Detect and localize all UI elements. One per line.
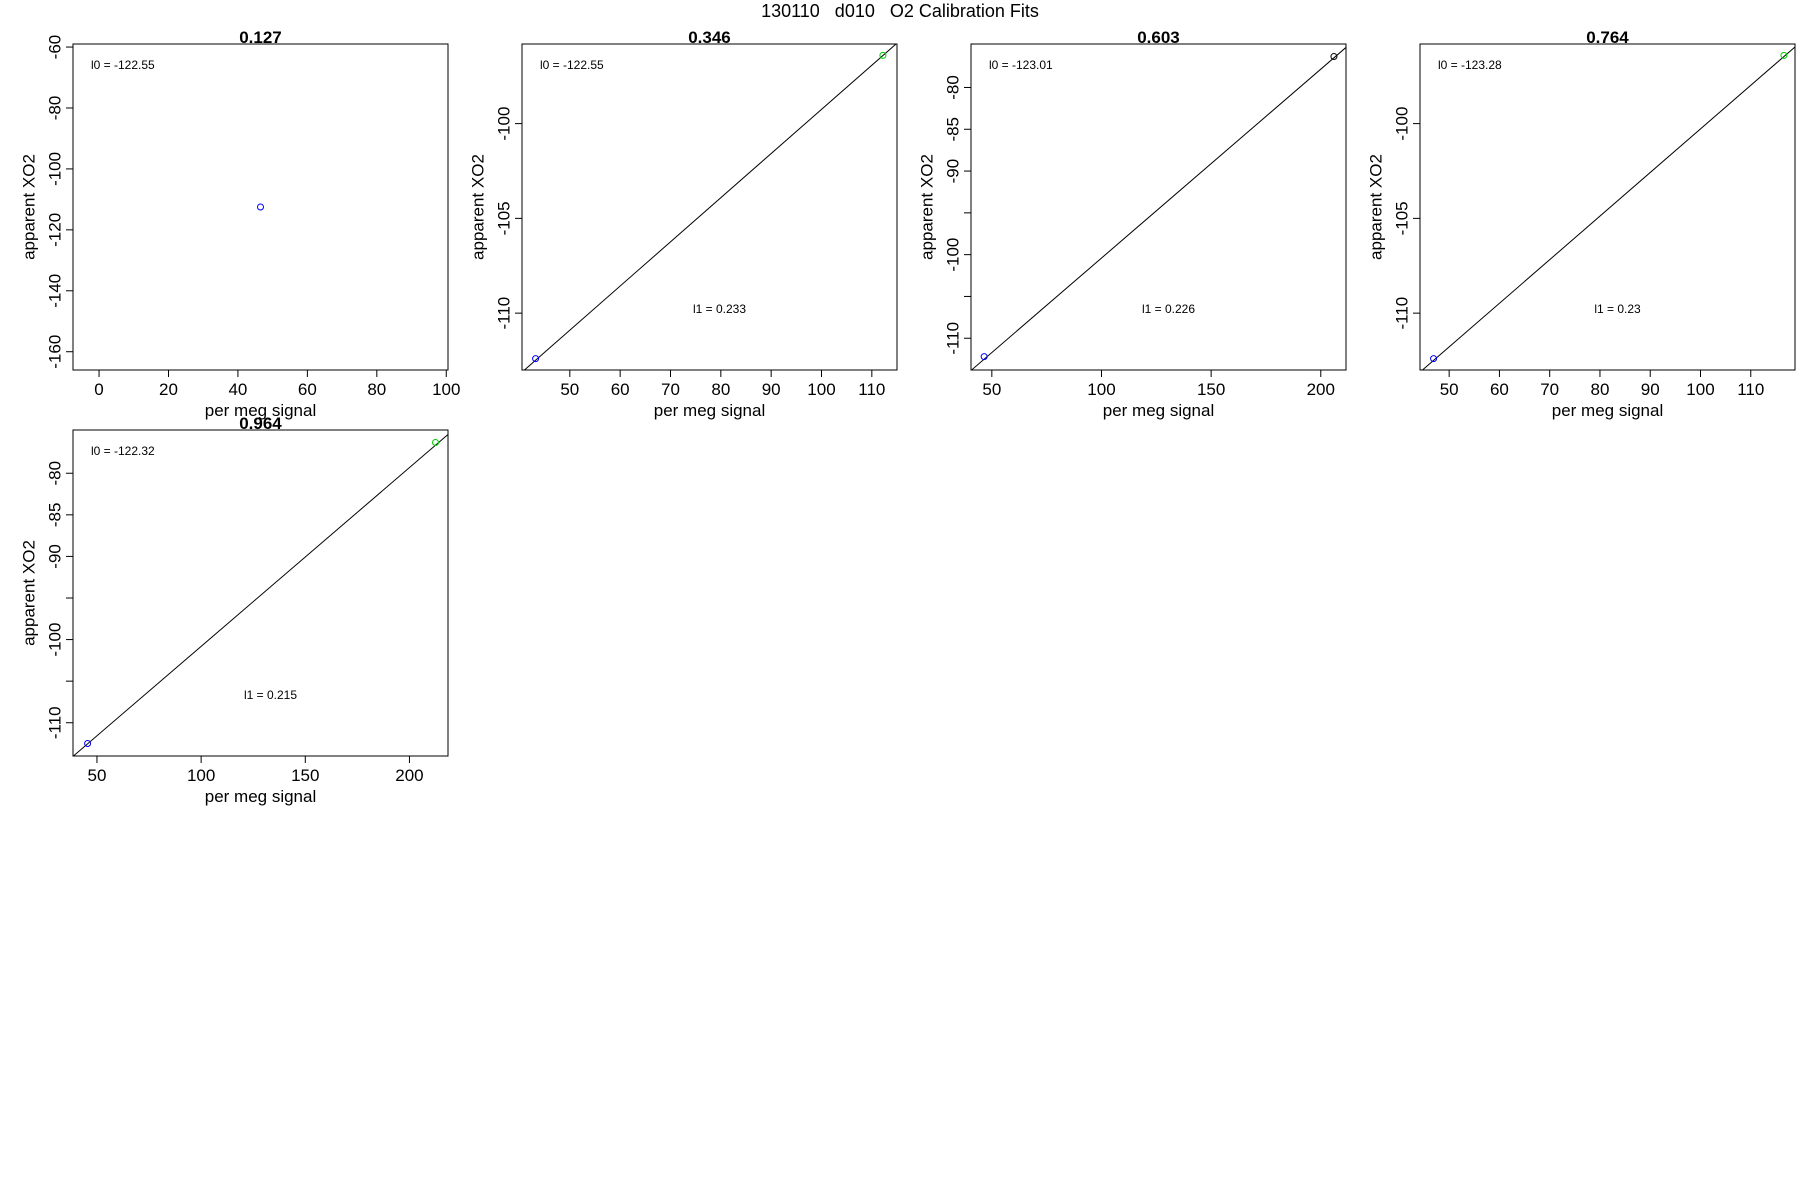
- y-tick-label: -85: [46, 503, 65, 528]
- chart-title: 0.964: [239, 414, 282, 433]
- chart-title: 0.127: [239, 28, 282, 47]
- x-axis-label: per meg signal: [205, 787, 317, 806]
- x-tick-label: 80: [367, 380, 386, 399]
- x-axis-label: per meg signal: [654, 401, 766, 420]
- y-tick-label: -80: [46, 96, 65, 121]
- x-tick-label: 40: [228, 380, 247, 399]
- chart-panel-4: 0.764 50 60 70 80 90 100 110 -100 -105 -110 per meg…: [1367, 28, 1796, 420]
- x-tick-label: 50: [1440, 380, 1459, 399]
- x-tick-label: 100: [1087, 380, 1115, 399]
- y-tick-label: -100: [495, 107, 514, 141]
- data-point: [84, 740, 92, 748]
- x-tick-label: 80: [711, 380, 730, 399]
- y-tick-label: -105: [495, 201, 514, 235]
- y-tick-label: -140: [46, 274, 65, 308]
- x-tick-label: 100: [1686, 380, 1714, 399]
- data-point: [980, 353, 988, 361]
- l1-annotation: l1 = 0.23: [1594, 302, 1641, 316]
- data-point: [1430, 355, 1438, 363]
- plot-frame: [72, 429, 449, 757]
- chart-panel-1: 0.127 0 20 40 60 80 100 -60 -80 -100 -120 -140 -160 p…: [20, 28, 461, 420]
- x-tick-label: 70: [1540, 380, 1559, 399]
- x-axis-label: per meg signal: [205, 401, 317, 420]
- y-tick-label: -120: [46, 213, 65, 247]
- data-point: [257, 203, 264, 211]
- x-tick-label: 50: [87, 766, 106, 785]
- l1-annotation: l1 = 0.233: [693, 302, 746, 316]
- data-point: [432, 438, 439, 446]
- chart-title: 0.603: [1137, 28, 1180, 47]
- x-tick-label: 150: [1197, 380, 1225, 399]
- x-tick-label: 150: [291, 766, 319, 785]
- chart-title: 0.764: [1586, 28, 1629, 47]
- l0-annotation: l0 = -122.32: [91, 444, 155, 458]
- y-tick-label: -110: [944, 322, 963, 355]
- y-axis-label: apparent XO2: [469, 154, 488, 260]
- y-axis-label: apparent XO2: [20, 154, 39, 260]
- y-tick-label: -100: [46, 152, 65, 186]
- l0-annotation: l0 = -123.01: [989, 58, 1053, 72]
- data-point: [1780, 51, 1788, 59]
- x-tick-label: 110: [1737, 380, 1764, 399]
- x-tick-label: 60: [298, 380, 317, 399]
- x-axis-label: per meg signal: [1103, 401, 1215, 420]
- y-tick-label: -85: [944, 117, 963, 142]
- x-tick-label: 90: [762, 380, 781, 399]
- y-tick-label: -60: [46, 35, 65, 60]
- fit-line: [1421, 46, 1795, 370]
- y-tick-label: -110: [1393, 297, 1412, 330]
- y-tick-label: -105: [1393, 201, 1412, 235]
- y-tick-label: -80: [944, 75, 963, 100]
- x-tick-label: 100: [187, 766, 215, 785]
- plot-frame: [1419, 43, 1796, 371]
- l1-annotation: l1 = 0.226: [1142, 302, 1195, 316]
- y-tick-label: -90: [46, 544, 65, 569]
- data-point: [879, 51, 887, 59]
- data-point: [1330, 53, 1338, 61]
- y-tick-label: -90: [944, 159, 963, 184]
- l0-annotation: l0 = -123.28: [1438, 58, 1502, 72]
- plot-frame: [72, 43, 449, 371]
- chart-panel-5: 0.964 50 100 150 200 -80 -85 -90 -100 -110 per meg…: [20, 414, 449, 806]
- x-tick-label: 100: [432, 380, 460, 399]
- x-tick-label: 110: [858, 380, 885, 399]
- y-axis-label: apparent XO2: [20, 540, 39, 646]
- x-tick-label: 200: [1307, 380, 1335, 399]
- chart-title: 0.346: [688, 28, 731, 47]
- l0-annotation: l0 = -122.55: [540, 58, 604, 72]
- y-tick-label: -110: [495, 297, 514, 330]
- x-tick-label: 70: [661, 380, 680, 399]
- y-tick-label: -100: [46, 623, 65, 657]
- x-axis-label: per meg signal: [1552, 401, 1664, 420]
- x-tick-label: 200: [395, 766, 423, 785]
- plot-frame: [970, 43, 1347, 371]
- y-tick-label: -160: [46, 335, 65, 369]
- fit-line: [971, 47, 1346, 370]
- x-tick-label: 60: [611, 380, 630, 399]
- data-point: [532, 355, 540, 363]
- page-title: 130110 d010 O2 Calibration Fits: [761, 1, 1039, 21]
- fit-line: [523, 44, 897, 370]
- chart-panel-3: 0.603 50 100 150 200 -80 -85 -90 -100 -110 per meg…: [918, 28, 1347, 420]
- x-tick-label: 50: [982, 380, 1001, 399]
- x-tick-label: 90: [1641, 380, 1660, 399]
- l1-annotation: l1 = 0.215: [244, 688, 297, 702]
- x-tick-label: 50: [560, 380, 579, 399]
- y-tick-label: -100: [944, 238, 963, 272]
- x-tick-label: 60: [1490, 380, 1509, 399]
- fit-line: [73, 434, 448, 756]
- x-tick-label: 20: [159, 380, 178, 399]
- x-tick-label: 0: [94, 380, 103, 399]
- l0-annotation: l0 = -122.55: [91, 58, 155, 72]
- y-axis-label: apparent XO2: [918, 154, 937, 260]
- y-tick-label: -80: [46, 461, 65, 486]
- y-axis-label: apparent XO2: [1367, 154, 1386, 260]
- x-tick-label: 80: [1590, 380, 1609, 399]
- x-tick-label: 100: [807, 380, 835, 399]
- y-tick-label: -110: [46, 706, 65, 739]
- plot-frame: [521, 43, 898, 371]
- y-tick-label: -100: [1393, 107, 1412, 141]
- chart-panel-2: 0.346 50 60 70 80 90 100 110 -100 -105 -110 per meg…: [469, 28, 898, 420]
